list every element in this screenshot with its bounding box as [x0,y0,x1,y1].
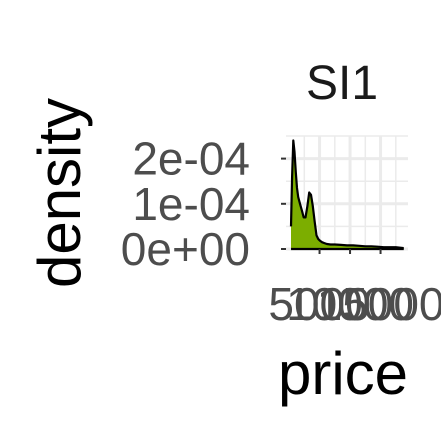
density-line [289,139,404,250]
x-tick-label: 5000 [268,278,370,330]
x-axis-title: price [278,340,408,407]
y-tick-label: 1e-04 [132,178,250,230]
facet-label: SI1 [306,57,378,110]
x-tick-label: 10000 [286,278,414,330]
y-tick-label: 0e+00 [121,223,250,275]
x-tick-label: 15000 [317,278,441,330]
density-area [291,140,404,249]
y-axis-title: density [26,98,93,288]
gridlines [286,135,408,251]
y-tick-label: 2e-04 [132,133,250,185]
